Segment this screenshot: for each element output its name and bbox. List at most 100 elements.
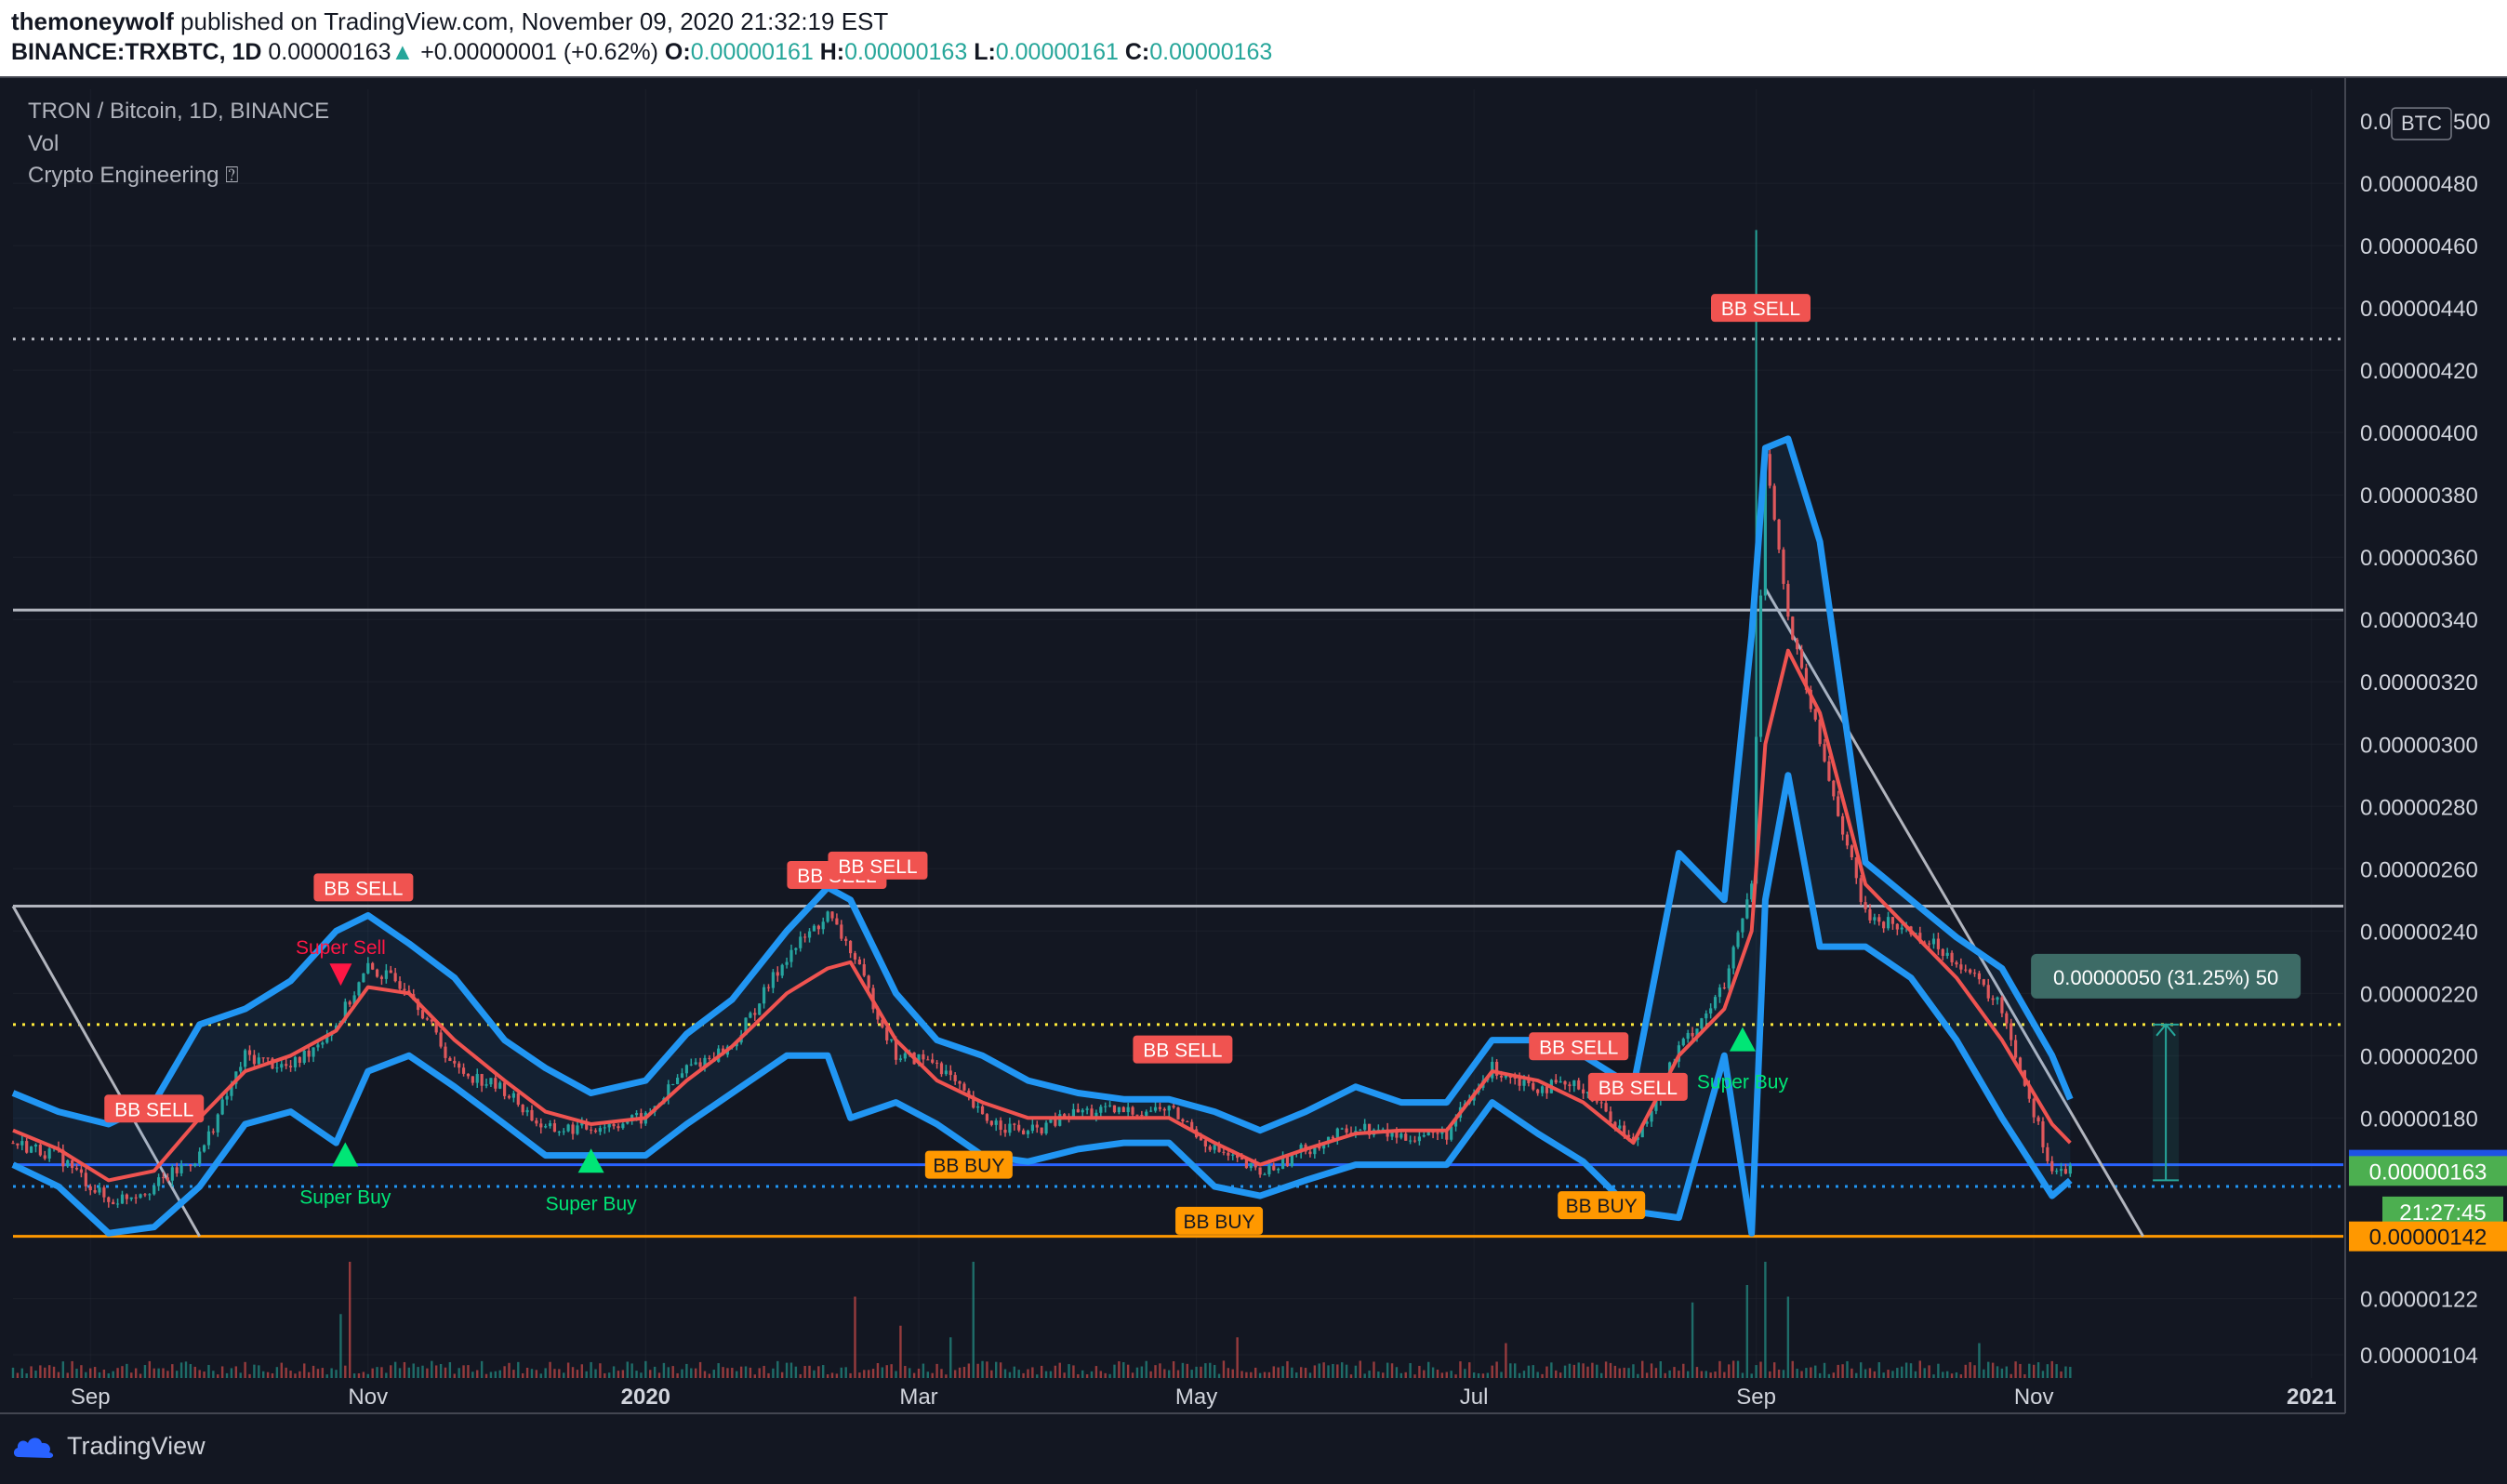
time-tick-label: May — [1175, 1385, 1217, 1410]
candle-body — [525, 1109, 529, 1113]
volume-bar — [1832, 1372, 1836, 1378]
candle-body — [939, 1063, 944, 1075]
candle-body — [1559, 1080, 1562, 1083]
volume-bar — [539, 1373, 542, 1378]
volume-bar — [1973, 1365, 1976, 1378]
volume-bar — [1140, 1366, 1144, 1378]
candle-body — [2036, 1117, 2040, 1121]
footer: TradingView — [0, 1415, 2507, 1484]
volume-bar — [1978, 1343, 1981, 1378]
candle-body — [1217, 1145, 1221, 1152]
candle-body — [157, 1177, 161, 1186]
volume-bar — [171, 1364, 174, 1378]
candle-body — [1017, 1124, 1021, 1131]
volume-bar — [890, 1364, 893, 1378]
candle-body — [1277, 1169, 1280, 1171]
candle-body — [120, 1194, 125, 1204]
super-buy-triangle — [332, 1142, 359, 1167]
volume-bar — [1864, 1369, 1867, 1378]
candle-body — [1363, 1123, 1367, 1131]
candle-body — [448, 1057, 452, 1061]
chart-area[interactable]: 0.00000050 (31.25%) 50 BB SELL BB SELL Sup… — [0, 76, 2507, 1415]
volume-bar — [1823, 1362, 1826, 1378]
candle-body — [366, 962, 370, 974]
volume-bar — [1577, 1362, 1580, 1378]
basis-line — [12, 648, 2072, 1183]
candle-body — [230, 1083, 233, 1096]
candle-body — [206, 1131, 211, 1146]
candle-body — [216, 1114, 219, 1133]
price-tag — [2349, 1156, 2507, 1186]
volume-bar — [71, 1360, 73, 1378]
candle-body — [1285, 1155, 1290, 1167]
author-name[interactable]: themoneywolf — [11, 7, 174, 35]
candle-body — [1890, 917, 1895, 924]
candle-body — [931, 1059, 935, 1063]
volume-bar — [553, 1369, 556, 1378]
volume-bar — [1459, 1361, 1462, 1378]
volume-bar — [1267, 1371, 1271, 1378]
volume-bar — [1596, 1364, 1598, 1378]
candle-body — [1813, 709, 1817, 720]
volume-bar — [826, 1374, 829, 1378]
volume-bar — [1217, 1373, 1221, 1378]
volume-bar — [940, 1369, 943, 1378]
volume-bar — [75, 1368, 78, 1378]
volume-bar — [467, 1365, 470, 1378]
candle-body — [1099, 1106, 1103, 1113]
candle-body — [1741, 918, 1744, 933]
signal-text: BB SELL — [1721, 298, 1800, 320]
candle-body — [566, 1124, 570, 1132]
volume-bar — [830, 1372, 834, 1378]
candle-body — [1013, 1123, 1016, 1125]
candle-body — [71, 1159, 74, 1169]
candle-body — [1231, 1154, 1235, 1156]
candle-body — [1791, 616, 1795, 640]
candle-body — [2027, 1085, 2031, 1099]
candle-body — [1763, 454, 1767, 596]
volume-bar — [11, 1367, 15, 1378]
trendlines[interactable] — [11, 587, 2144, 1238]
volume-bar — [1755, 1365, 1758, 1378]
volume-bar — [758, 1368, 761, 1378]
volume-bar — [1618, 1368, 1621, 1378]
candle-body — [74, 1168, 79, 1170]
volume-bar — [1786, 1296, 1790, 1378]
volume-bar — [558, 1369, 561, 1378]
volume-bar — [230, 1368, 233, 1378]
price-chart[interactable]: 0.00000050 (31.25%) 50 BB SELL BB SELL Sup… — [0, 76, 2507, 1415]
candle-body — [1359, 1130, 1362, 1132]
volume-bar — [1054, 1365, 1057, 1378]
volume-bar — [1814, 1365, 1817, 1378]
volume-bar — [1682, 1363, 1685, 1378]
signal-text: BB SELL — [1598, 1078, 1678, 1099]
candle-body — [1445, 1128, 1449, 1140]
volume-bar — [1418, 1365, 1421, 1378]
tradingview-logo[interactable]: TradingView — [11, 1432, 206, 1461]
volume-bar — [517, 1361, 520, 1378]
axes[interactable]: 0.00000480 0.00000460 0.00000440 0.00000420… — [0, 76, 2507, 1414]
volume-bar — [244, 1361, 246, 1378]
bb-sell-label — [104, 1094, 205, 1123]
price-tick-label: 0.00000380 — [2360, 484, 2478, 509]
volume-bar — [503, 1366, 506, 1378]
volume-bar — [1336, 1364, 1339, 1378]
volume-bar — [530, 1369, 534, 1378]
horizontal-levels[interactable] — [13, 338, 2343, 1239]
volume-bar — [772, 1368, 775, 1378]
volume-bar — [330, 1368, 333, 1378]
candle-body — [184, 1164, 188, 1166]
volume-bar — [1272, 1366, 1275, 1378]
candle-body — [1577, 1080, 1581, 1090]
volume-bar — [712, 1370, 715, 1378]
volume-bar — [876, 1362, 880, 1378]
measure-tool[interactable]: 0.00000050 (31.25%) 50 — [2031, 953, 2301, 1182]
bb-sell-label — [828, 851, 928, 880]
volume-bar — [407, 1367, 411, 1378]
candle-body — [1809, 689, 1812, 709]
candle-body — [1709, 1008, 1713, 1014]
volume-bar — [722, 1367, 724, 1378]
volume-bar — [1704, 1371, 1707, 1378]
volume-bar — [931, 1372, 934, 1378]
volume-bar — [307, 1371, 311, 1378]
